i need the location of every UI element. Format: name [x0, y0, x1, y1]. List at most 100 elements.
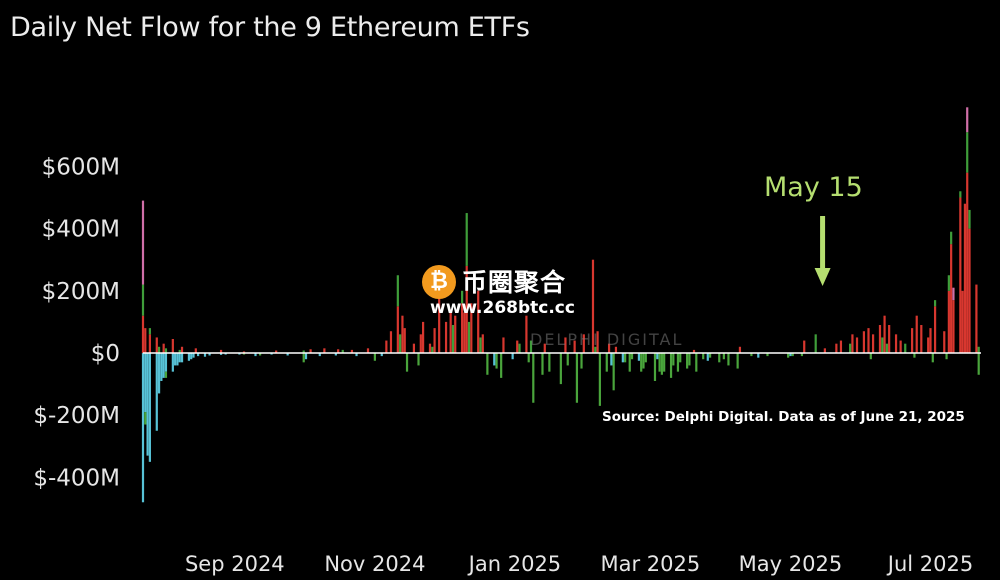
data-bar	[849, 343, 852, 353]
data-bar	[943, 331, 946, 353]
data-bar	[164, 371, 168, 378]
data-bar	[621, 353, 624, 363]
data-bar	[791, 353, 794, 357]
data-bar	[238, 353, 241, 355]
watermark-url: www.268btc.cc	[430, 298, 575, 318]
data-bar	[461, 290, 464, 304]
data-bar	[913, 353, 916, 358]
data-bar	[915, 315, 918, 353]
data-bar	[157, 353, 161, 394]
source-note: Source: Delphi Digital. Data as of June …	[602, 409, 965, 425]
data-bar	[422, 321, 425, 353]
data-bar	[141, 284, 145, 316]
data-bar	[658, 353, 661, 372]
data-bar	[465, 265, 468, 353]
x-tick-label: Nov 2024	[324, 552, 425, 576]
data-bar	[337, 349, 340, 353]
data-bar	[656, 353, 659, 360]
data-bar	[548, 353, 551, 372]
data-bar	[966, 132, 969, 173]
data-bar	[527, 353, 530, 363]
x-tick-label: Jan 2025	[467, 552, 562, 576]
data-bar	[867, 328, 870, 353]
data-bar	[543, 343, 546, 353]
data-bar	[766, 353, 769, 357]
data-bar	[644, 353, 647, 363]
data-bar	[171, 353, 174, 372]
data-bar	[630, 353, 634, 360]
data-bar	[695, 353, 698, 372]
data-bar	[304, 353, 308, 360]
y-tick-label: $0	[91, 341, 120, 367]
data-bar	[155, 353, 158, 431]
data-bar	[952, 287, 955, 301]
data-bar	[495, 353, 498, 369]
data-bar	[800, 353, 804, 357]
data-bar	[396, 275, 399, 307]
x-tick-label: May 2025	[739, 552, 843, 576]
data-bar	[190, 353, 193, 360]
data-bar	[582, 334, 585, 353]
data-bar	[431, 346, 434, 353]
data-bar	[966, 172, 969, 353]
data-bar	[803, 340, 806, 353]
data-bar	[977, 353, 980, 375]
data-bar	[839, 340, 843, 353]
data-bar	[502, 337, 505, 353]
data-bar	[904, 343, 907, 353]
data-bar	[947, 275, 950, 291]
data-bar	[141, 315, 145, 353]
data-bar	[718, 353, 721, 363]
data-bar	[952, 300, 955, 353]
data-bar	[855, 337, 859, 353]
data-bar	[968, 209, 971, 229]
data-bar	[963, 203, 967, 353]
data-bar	[203, 353, 207, 357]
y-tick-label: $-400M	[33, 465, 120, 491]
data-bar	[302, 350, 305, 353]
data-bar	[541, 353, 544, 375]
chart-title: Daily Net Flow for the 9 Ethereum ETFs	[10, 12, 530, 43]
data-bar	[871, 334, 875, 353]
data-bar	[968, 228, 971, 353]
data-bar	[355, 353, 358, 357]
data-bar	[444, 321, 448, 353]
data-bar	[947, 290, 950, 353]
data-bar	[511, 353, 514, 360]
data-bar	[669, 353, 673, 378]
data-bar	[679, 353, 682, 363]
data-bar	[412, 343, 416, 353]
data-bar	[350, 349, 354, 353]
data-bar	[309, 349, 312, 353]
data-bar	[835, 343, 838, 353]
data-bar	[144, 353, 147, 413]
data-bar	[224, 353, 227, 355]
data-bar	[380, 353, 383, 357]
data-bar	[396, 306, 399, 353]
data-bar	[479, 337, 482, 353]
data-bar	[869, 353, 872, 360]
data-bar	[883, 315, 886, 353]
data-bar	[454, 315, 457, 353]
data-bar	[192, 353, 195, 358]
data-bar	[594, 346, 597, 353]
data-bar	[419, 334, 422, 353]
data-bar	[334, 353, 337, 356]
data-bar	[428, 343, 432, 353]
data-bar	[162, 353, 165, 378]
data-bar	[438, 275, 441, 353]
data-bar	[141, 353, 145, 503]
data-bar	[975, 284, 978, 353]
data-bar	[612, 353, 615, 391]
annotation-arrow-head-icon	[814, 268, 831, 286]
data-bar	[738, 346, 742, 353]
data-bar	[961, 290, 964, 353]
bitcoin-logo-icon: ₿	[422, 265, 456, 299]
data-bar	[433, 328, 436, 353]
data-bar	[920, 325, 923, 353]
data-bar	[878, 325, 882, 353]
data-bar	[607, 343, 611, 353]
data-bar	[493, 353, 496, 366]
data-bar	[663, 353, 666, 372]
data-bar	[401, 315, 404, 353]
